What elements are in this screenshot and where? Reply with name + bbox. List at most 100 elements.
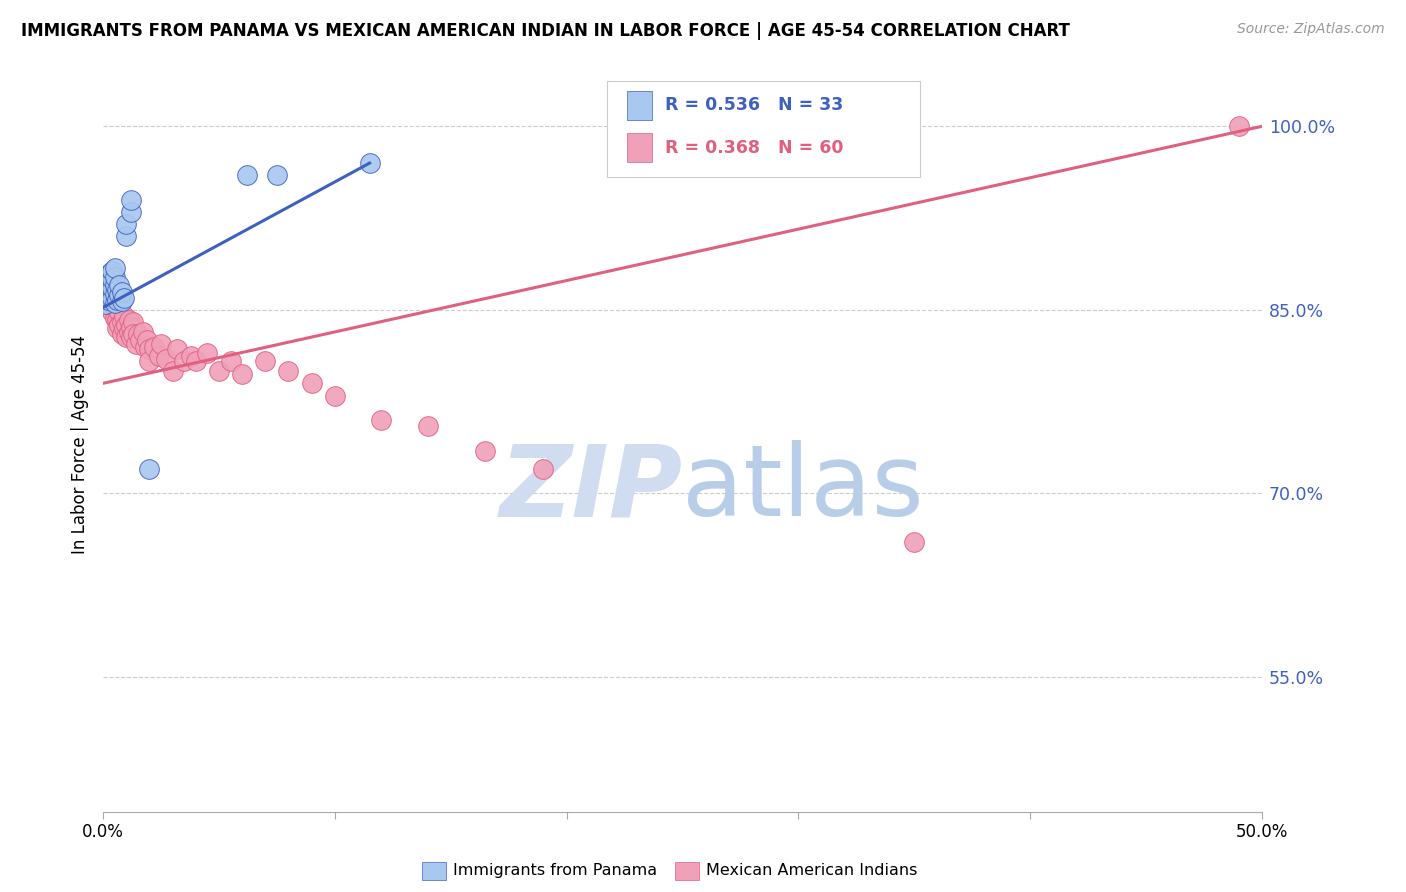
Point — [98, 282, 121, 296]
Point — [105, 302, 128, 317]
Point — [173, 354, 195, 368]
Point — [108, 288, 131, 302]
Point — [98, 273, 121, 287]
Point — [97, 293, 120, 307]
Point — [104, 295, 127, 310]
Point — [104, 291, 127, 305]
Point — [97, 281, 120, 295]
Point — [117, 325, 139, 339]
Text: Mexican American Indians: Mexican American Indians — [706, 863, 917, 878]
Point — [101, 291, 124, 305]
Point — [236, 169, 259, 183]
Point — [131, 325, 153, 339]
Point — [97, 285, 120, 299]
Point — [129, 334, 152, 348]
Point — [155, 351, 177, 366]
Text: atlas: atlas — [682, 440, 924, 537]
Point — [301, 376, 323, 391]
Point — [180, 350, 202, 364]
Point — [104, 278, 127, 293]
Point — [323, 388, 346, 402]
Point — [98, 297, 121, 311]
Point — [101, 305, 124, 319]
Point — [101, 264, 124, 278]
Point — [219, 354, 242, 368]
Point — [166, 342, 188, 356]
Point — [370, 413, 392, 427]
Point — [115, 330, 138, 344]
Point — [108, 305, 131, 319]
Point — [108, 278, 131, 293]
Point — [112, 291, 135, 305]
Point — [104, 261, 127, 276]
FancyBboxPatch shape — [627, 133, 652, 162]
Point — [231, 367, 253, 381]
Point — [115, 217, 138, 231]
Point — [120, 320, 142, 334]
Point — [97, 275, 120, 289]
Point — [150, 337, 173, 351]
Point — [138, 354, 160, 368]
Point — [124, 337, 146, 351]
Point — [104, 301, 127, 315]
Point — [97, 291, 120, 305]
Point — [98, 287, 121, 301]
Point — [101, 281, 124, 295]
Point — [136, 334, 159, 348]
Text: Source: ZipAtlas.com: Source: ZipAtlas.com — [1237, 22, 1385, 37]
Point — [120, 330, 142, 344]
Point — [108, 318, 131, 332]
Point — [127, 327, 149, 342]
FancyBboxPatch shape — [627, 91, 652, 120]
Point — [254, 354, 277, 368]
Point — [148, 350, 170, 364]
FancyBboxPatch shape — [607, 81, 920, 177]
Point — [94, 278, 117, 293]
Text: ZIP: ZIP — [499, 440, 682, 537]
Point — [101, 297, 124, 311]
Point — [105, 312, 128, 326]
Point — [111, 285, 134, 299]
Point — [112, 309, 135, 323]
Point — [105, 283, 128, 297]
Point — [111, 327, 134, 342]
Point — [208, 364, 231, 378]
Point — [197, 345, 219, 359]
Point — [122, 315, 145, 329]
Text: R = 0.536   N = 33: R = 0.536 N = 33 — [665, 96, 844, 114]
Point — [115, 229, 138, 244]
Point — [1227, 120, 1250, 134]
Point — [531, 462, 554, 476]
Point — [903, 535, 925, 549]
Point — [115, 318, 138, 332]
Point — [162, 364, 184, 378]
Point — [359, 156, 381, 170]
Point — [117, 312, 139, 326]
Y-axis label: In Labor Force | Age 45-54: In Labor Force | Age 45-54 — [72, 335, 89, 554]
Point — [134, 340, 156, 354]
Point — [98, 291, 121, 305]
Point — [94, 297, 117, 311]
Point — [416, 419, 439, 434]
Point — [277, 364, 299, 378]
Point — [112, 321, 135, 335]
Point — [101, 272, 124, 286]
Point — [474, 443, 496, 458]
Point — [98, 276, 121, 290]
Text: IMMIGRANTS FROM PANAMA VS MEXICAN AMERICAN INDIAN IN LABOR FORCE | AGE 45-54 COR: IMMIGRANTS FROM PANAMA VS MEXICAN AMERIC… — [21, 22, 1070, 40]
Point — [98, 266, 121, 280]
Point — [105, 293, 128, 307]
Point — [94, 288, 117, 302]
Point — [104, 287, 127, 301]
Point — [138, 342, 160, 356]
Text: Immigrants from Panama: Immigrants from Panama — [453, 863, 657, 878]
Point — [120, 205, 142, 219]
Point — [120, 193, 142, 207]
Point — [143, 340, 166, 354]
Point — [105, 321, 128, 335]
Point — [111, 315, 134, 329]
Point — [184, 354, 207, 368]
Point — [94, 268, 117, 283]
Point — [104, 311, 127, 326]
Text: R = 0.368   N = 60: R = 0.368 N = 60 — [665, 138, 844, 157]
